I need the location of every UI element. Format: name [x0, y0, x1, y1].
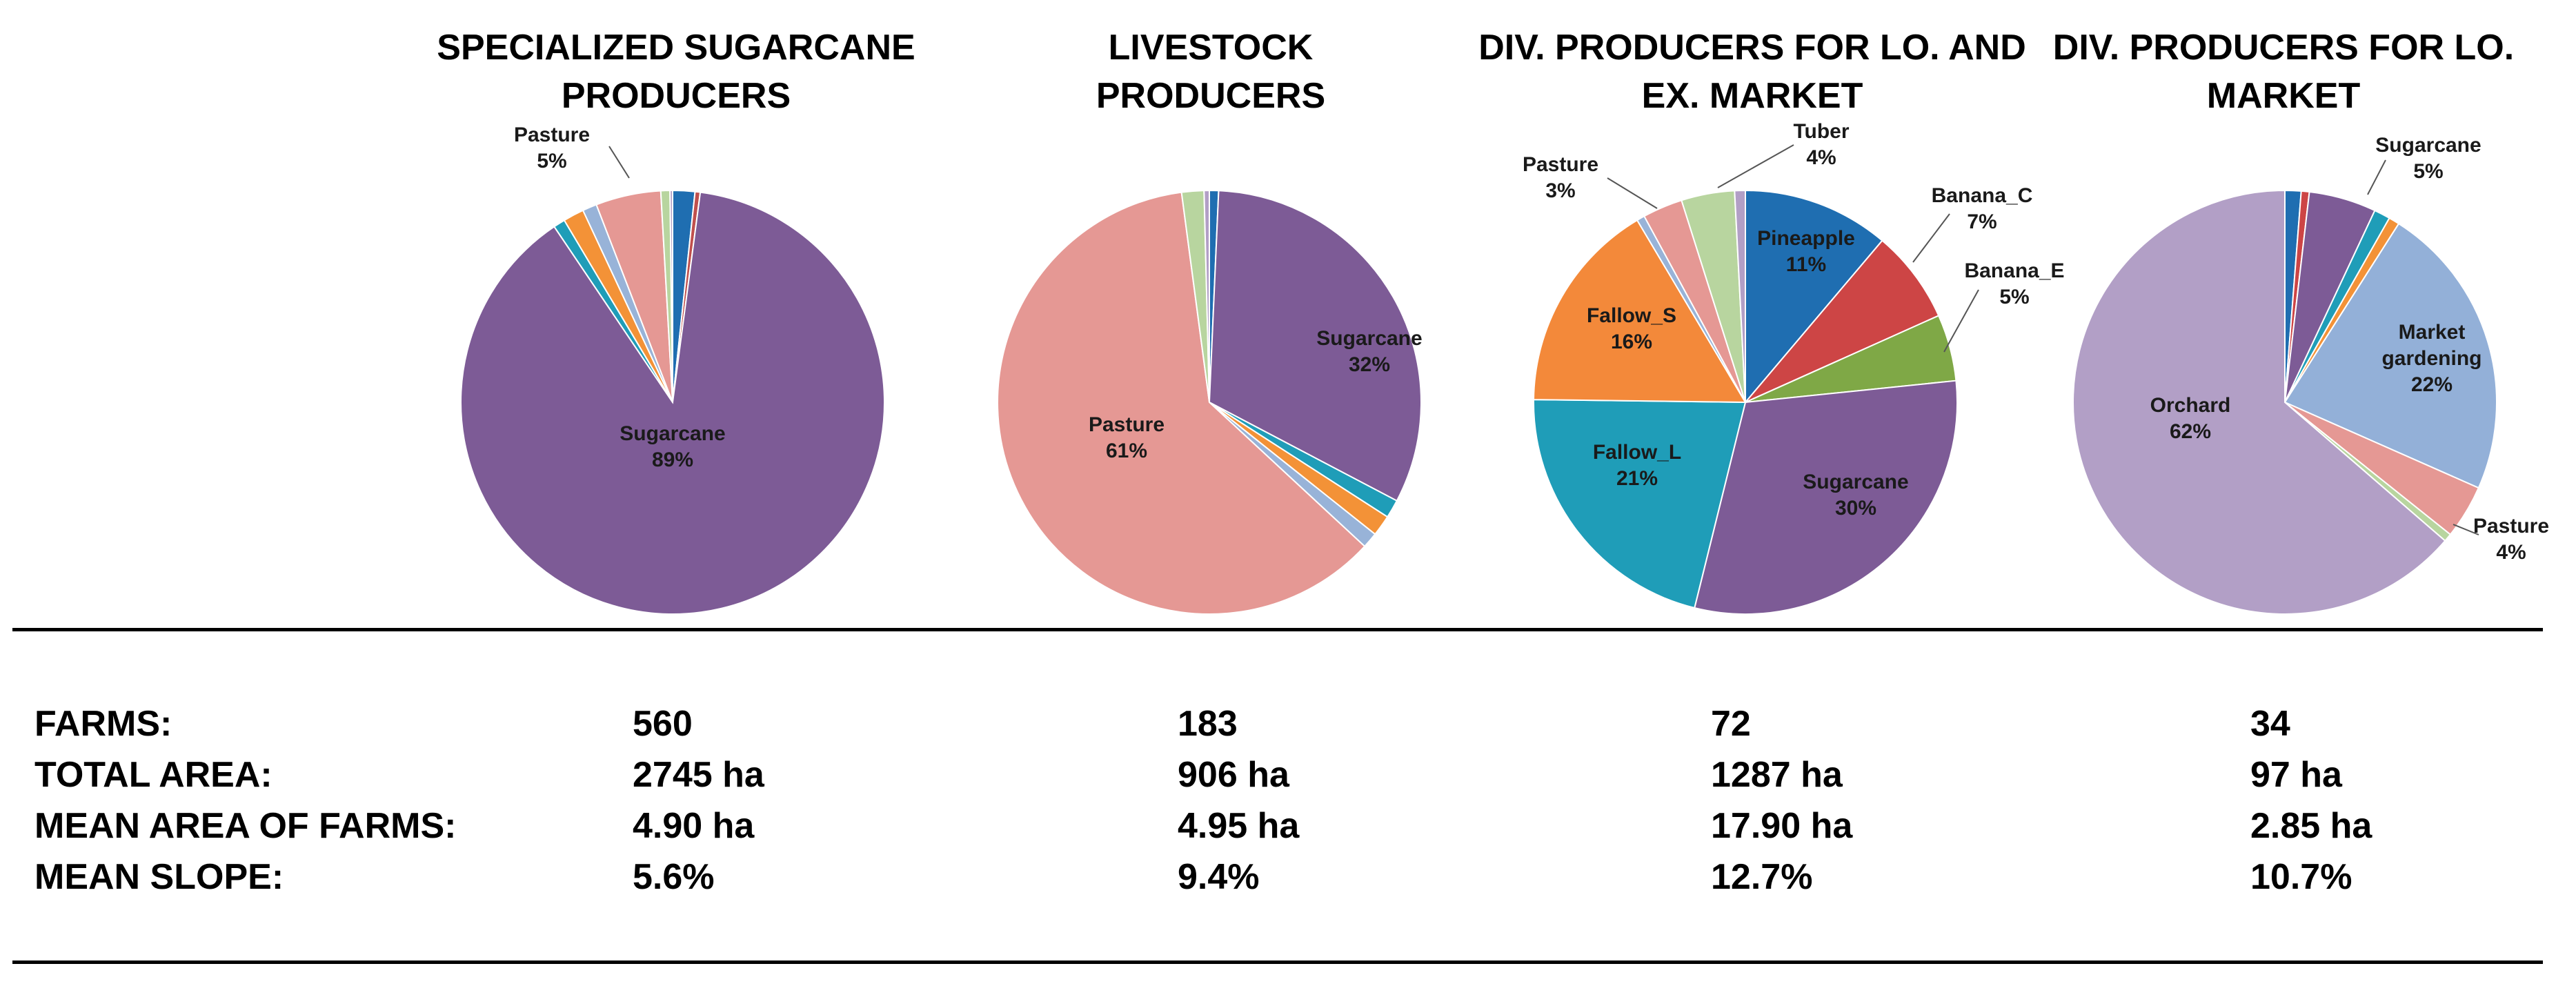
cell-farms: 34	[2250, 704, 2290, 744]
label-leader-line	[1717, 144, 1794, 188]
label-leader-line	[1943, 289, 1979, 353]
slice-label-pasture: Pasture 3%	[1523, 153, 1598, 202]
cell-mean-area: 4.90 ha	[633, 806, 755, 846]
label-leader-line	[2367, 159, 2386, 195]
cell-mean-slope: 9.4%	[1178, 857, 1260, 897]
pie-chart-2: Sugarcane 32% Pasture 61%	[997, 189, 1423, 615]
pie-slice-fallow-s	[1533, 219, 1747, 404]
chart-title-div-lo-ex: DIV. PRODUCERS FOR LO. AND EX. MARKET	[1478, 28, 2026, 116]
cell-total-area: 1287 ha	[1711, 755, 1843, 795]
pie-slice-banana-c	[1745, 239, 1940, 403]
chart-title-div-lo: DIV. PRODUCERS FOR LO. MARKET	[2052, 28, 2515, 116]
label-leader-line	[608, 146, 630, 179]
slice-label-pineapple: Pineapple 11%	[1757, 227, 1855, 276]
cell-total-area: 2745 ha	[633, 755, 764, 795]
slice-label-sugarcane: Sugarcane 30%	[1803, 471, 1908, 520]
label-leader-line	[1912, 213, 1950, 263]
cell-total-area: 97 ha	[2250, 755, 2342, 795]
pie-slice-orchard	[2072, 189, 2446, 615]
cell-farms: 183	[1178, 704, 1238, 744]
cell-farms: 560	[633, 704, 693, 744]
slice-label-pasture: Pasture 4%	[2473, 515, 2549, 564]
cell-mean-area: 17.90 ha	[1711, 806, 1853, 846]
label-leader-line	[2453, 524, 2479, 535]
slice-label-pasture: Pasture 61%	[1089, 413, 1165, 462]
row-label-mean-area: MEAN AREA OF FARMS:	[34, 806, 457, 846]
chart-title-specialized-sugarcane: SPECIALIZED SUGARCANE PRODUCERS	[437, 28, 915, 116]
slice-label-market-gardening: Market gardening 22%	[2381, 321, 2481, 396]
pie-slice-pineapple	[1745, 189, 1883, 404]
cell-mean-slope: 12.7%	[1711, 857, 1813, 897]
slice-label-sugarcane: Sugarcane 32%	[1316, 327, 1422, 376]
slice-label-tuber: Tuber 4%	[1793, 120, 1849, 169]
slice-label-orchard: Orchard 62%	[2150, 394, 2231, 443]
pie-slice-market-gardening	[2283, 222, 2497, 489]
pie-slice	[1734, 189, 1746, 403]
pie-slice	[1203, 189, 1210, 403]
pie-chart-1: Sugarcane 89% Pasture 5%	[460, 124, 885, 615]
pie-slice	[669, 189, 673, 403]
slice-label-sugarcane: Sugarcane 89%	[620, 422, 725, 471]
cell-farms: 72	[1711, 704, 1751, 744]
slice-label-fallow-s: Fallow_S 16%	[1587, 304, 1676, 353]
row-label-mean-slope: MEAN SLOPE:	[34, 857, 284, 897]
pie-charts: Sugarcane 89% Pasture 5% Sugarcane 32% Pasture…	[460, 120, 2549, 615]
slice-label-banana-e: Banana_E 5%	[1964, 259, 2064, 308]
slice-label-banana-c: Banana_C 7%	[1932, 184, 2033, 233]
slice-label-sugarcane: Sugarcane 5%	[2375, 134, 2481, 183]
row-label-farms: FARMS:	[34, 704, 172, 744]
cell-mean-slope: 5.6%	[633, 857, 715, 897]
chart-title-livestock: LIVESTOCK PRODUCERS	[1096, 28, 1326, 116]
pie-slice-sugarcane	[460, 191, 885, 615]
pie-slice-fallow-l	[1533, 399, 1747, 609]
pie-chart-3: Pineapple 11% Banana_C 7% Banana_E 5% Sugarcan…	[1523, 120, 2065, 615]
pie-slice-sugarcane	[1208, 190, 1422, 502]
label-leader-line	[1607, 177, 1658, 209]
top-divider	[12, 628, 2543, 631]
pie-slice-sugarcane	[1694, 380, 1958, 615]
pie-slice-pasture	[997, 191, 1366, 615]
cell-mean-area: 4.95 ha	[1178, 806, 1300, 846]
row-label-total-area: TOTAL AREA:	[34, 755, 273, 795]
cell-mean-slope: 10.7%	[2250, 857, 2352, 897]
cell-total-area: 906 ha	[1178, 755, 1289, 795]
pie-chart-4: Sugarcane 5% Market gardening 22% Pasture 4% Or…	[2072, 134, 2549, 615]
bottom-divider	[12, 960, 2543, 964]
slice-label-pasture: Pasture 5%	[514, 124, 590, 173]
slice-label-fallow-l: Fallow_L 21%	[1593, 441, 1681, 490]
cell-mean-area: 2.85 ha	[2250, 806, 2372, 846]
